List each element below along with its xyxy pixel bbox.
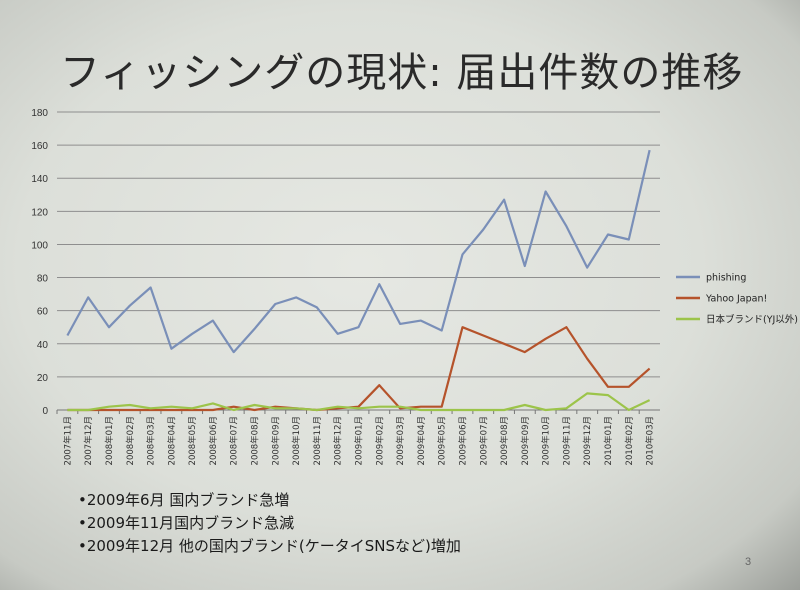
slide-title: フィッシングの現状: 届出件数の推移 bbox=[60, 50, 744, 96]
series-line bbox=[67, 392, 651, 412]
x-tick-label: 2009年12月 bbox=[582, 416, 593, 465]
x-tick-label: 2008年12月 bbox=[333, 416, 344, 465]
y-tick-label: 140 bbox=[31, 174, 48, 185]
x-tick-label: 2007年12月 bbox=[83, 416, 94, 465]
x-tick-label: 2008年08月 bbox=[250, 416, 261, 465]
y-tick-label: 80 bbox=[37, 274, 49, 285]
x-tick-label: 2009年09月 bbox=[520, 416, 531, 465]
x-tick-label: 2010年03月 bbox=[645, 416, 656, 465]
x-tick-label: 2009年08月 bbox=[499, 416, 510, 465]
series-line bbox=[66, 149, 651, 354]
x-tick-label: 2009年04月 bbox=[416, 416, 427, 465]
page-number: 3 bbox=[745, 556, 752, 568]
y-tick-label: 180 bbox=[31, 108, 48, 119]
x-tick-label: 2008年11月 bbox=[312, 416, 323, 465]
x-tick-label: 2008年02月 bbox=[125, 416, 136, 465]
series-line bbox=[67, 326, 651, 412]
bullet-item: •2009年11月国内ブランド急減 bbox=[78, 514, 295, 532]
legend-label: phishing bbox=[706, 273, 746, 284]
y-tick-label: 60 bbox=[37, 307, 49, 318]
legend-label: Yahoo Japan! bbox=[705, 294, 767, 305]
x-tick-label: 2009年02月 bbox=[374, 416, 385, 465]
x-tick-label: 2008年07月 bbox=[229, 416, 240, 465]
x-tick-label: 2009年06月 bbox=[457, 416, 468, 465]
x-tick-label: 2009年01月 bbox=[354, 416, 365, 465]
bullet-list: •2009年6月 国内ブランド急増 •2009年11月国内ブランド急減 •200… bbox=[78, 489, 461, 558]
x-tick-label: 2007年11月 bbox=[62, 416, 73, 465]
x-tick-label: 2008年03月 bbox=[146, 416, 157, 465]
x-tick-label: 2010年02月 bbox=[624, 416, 635, 465]
x-tick-label: 2009年05月 bbox=[437, 416, 448, 465]
x-tick-label: 2010年01月 bbox=[603, 416, 614, 465]
x-tick-label: 2008年10月 bbox=[291, 416, 302, 465]
legend-label: 日本ブランド(YJ以外) bbox=[706, 314, 798, 326]
x-tick-label: 2008年05月 bbox=[187, 416, 198, 465]
x-tick-label: 2008年04月 bbox=[166, 416, 177, 465]
x-tick-label: 2008年06月 bbox=[208, 416, 219, 465]
y-tick-label: 20 bbox=[37, 373, 49, 384]
x-tick-label: 2009年10月 bbox=[541, 416, 552, 465]
y-tick-label: 100 bbox=[31, 240, 48, 251]
bullet-item: •2009年6月 国内ブランド急増 bbox=[78, 491, 290, 509]
x-tick-label: 2009年11月 bbox=[561, 416, 572, 465]
x-tick-label: 2008年09月 bbox=[270, 416, 281, 465]
y-tick-label: 160 bbox=[31, 141, 48, 152]
y-tick-label: 40 bbox=[37, 340, 49, 351]
x-tick-label: 2009年07月 bbox=[478, 416, 489, 465]
y-tick-label: 0 bbox=[42, 406, 48, 417]
x-tick-label: 2008年01月 bbox=[104, 416, 115, 465]
y-tick-label: 120 bbox=[31, 207, 48, 218]
x-tick-label: 2009年03月 bbox=[395, 416, 406, 465]
bullet-item: •2009年12月 他の国内ブランド(ケータイSNSなど)増加 bbox=[78, 537, 461, 555]
